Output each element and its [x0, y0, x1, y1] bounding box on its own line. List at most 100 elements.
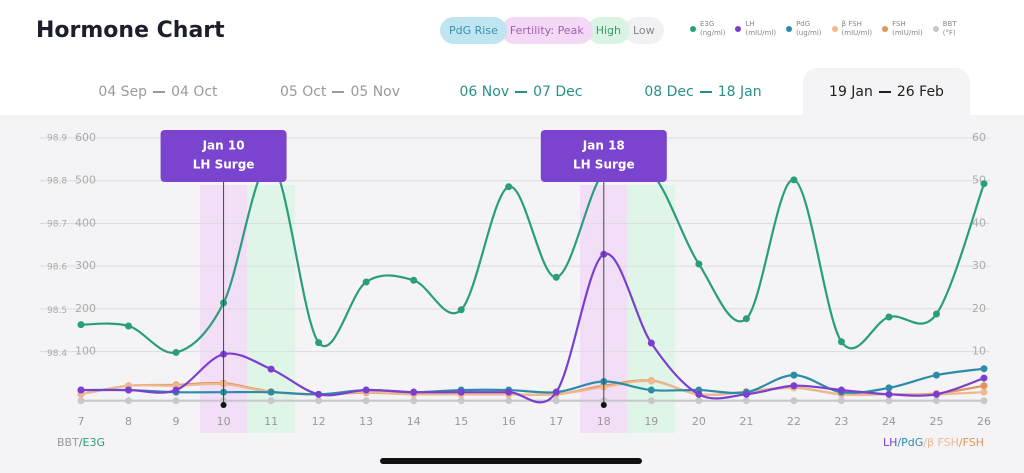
- annotation-date: Jan 18: [582, 139, 625, 153]
- legend-name: β FSH: [841, 20, 862, 28]
- legend-name: LH: [745, 20, 755, 28]
- data-point: [362, 397, 370, 405]
- data-point: [362, 386, 370, 394]
- x-tick-label: 14: [407, 415, 421, 428]
- data-point: [505, 388, 513, 396]
- data-point: [647, 339, 655, 347]
- data-point: [172, 386, 180, 394]
- data-point: [695, 397, 703, 405]
- phase-pill: Low: [623, 17, 664, 44]
- bbt-tick-label: 98.5: [47, 306, 67, 316]
- data-point: [267, 365, 275, 373]
- x-tick-label: 16: [502, 415, 516, 428]
- data-point: [457, 397, 465, 405]
- data-point: [790, 397, 798, 405]
- data-point: [552, 273, 560, 281]
- data-point: [125, 322, 133, 330]
- data-point: [742, 397, 750, 405]
- legend-swatch: [786, 26, 793, 32]
- tab-to: 04 Oct: [171, 83, 218, 100]
- data-point: [837, 397, 845, 405]
- annotation-box: [160, 130, 287, 182]
- y-tick-label: 200: [75, 302, 96, 315]
- x-tick-label: 9: [173, 415, 180, 428]
- axis-label-part: /E3G: [79, 436, 105, 449]
- data-point: [742, 315, 750, 323]
- data-point: [932, 371, 940, 379]
- date-range-tab[interactable]: 06 Nov 07 Dec: [430, 68, 612, 115]
- y-tick-label: 400: [75, 216, 96, 229]
- x-tick-label: 10: [217, 415, 231, 428]
- phase-pill: Fertility: Peak: [500, 17, 593, 44]
- x-tick-label: 12: [312, 415, 326, 428]
- data-point: [885, 397, 893, 405]
- x-tick-label: 25: [929, 415, 943, 428]
- tab-to: 05 Nov: [350, 83, 401, 100]
- axis-label-part: /β FSH: [923, 436, 959, 449]
- series-line: [80, 367, 985, 396]
- legend-item: FSH (mIU/ml): [882, 20, 923, 38]
- data-point: [837, 338, 845, 346]
- x-tick-label: 8: [125, 415, 132, 428]
- data-point: [932, 390, 940, 398]
- data-point: [790, 382, 798, 390]
- x-tick-label: 18: [597, 415, 611, 428]
- data-point: [315, 397, 323, 405]
- legend-text: β FSH (mIU/ml): [842, 20, 873, 38]
- y-tick-label: 600: [75, 131, 96, 144]
- y-tick-label: 100: [75, 345, 96, 358]
- date-range-tab[interactable]: 08 Dec 18 Jan: [612, 68, 794, 115]
- data-point: [932, 310, 940, 318]
- tab-to: 26 Feb: [896, 83, 944, 100]
- legend-item: PdG (ug/ml): [786, 20, 822, 38]
- data-point: [552, 397, 560, 405]
- data-point: [980, 180, 988, 188]
- legend-name: FSH: [892, 20, 906, 28]
- legend-unit: (°F): [942, 29, 956, 37]
- data-point: [505, 397, 513, 405]
- legend-swatch: [690, 26, 696, 32]
- tab-dash: [153, 90, 166, 93]
- x-tick-label: 24: [882, 415, 896, 428]
- tab-dash: [699, 90, 712, 93]
- x-tick-label: 7: [78, 415, 85, 428]
- data-point: [77, 397, 85, 405]
- date-range-tab[interactable]: 05 Oct 05 Nov: [250, 68, 430, 115]
- annotation-text: LH Surge: [193, 158, 255, 172]
- date-range-tab[interactable]: 19 Jan 26 Feb: [803, 68, 970, 115]
- data-point: [362, 278, 370, 286]
- annotation-box: [540, 130, 667, 182]
- phase-pill: PdG Rise: [440, 17, 507, 44]
- data-point: [980, 374, 988, 382]
- x-tick-label: 17: [549, 415, 563, 428]
- data-point: [505, 183, 513, 191]
- y-tick-label: 300: [75, 259, 96, 272]
- x-tick-label: 15: [454, 415, 468, 428]
- data-point: [742, 390, 750, 398]
- bbt-tick-label: 98.9: [47, 134, 67, 144]
- x-tick-label: 19: [644, 415, 658, 428]
- phase-legend: PdG Rise Fertility: Peak High Low: [440, 17, 664, 44]
- legend-item: E3G (ng/ml): [690, 20, 725, 38]
- legend-swatch: [932, 26, 939, 32]
- tab-bar: 04 Sep 04 Oct 05 Oct 05 Nov 06 Nov 07 Dec 08 D…: [0, 68, 1024, 115]
- data-point: [410, 397, 418, 405]
- bbt-tick-label: 98.6: [47, 263, 67, 273]
- annotation-dot: [600, 402, 607, 408]
- date-range-tab[interactable]: 04 Sep 04 Oct: [68, 68, 248, 115]
- axis-label-part: LH: [883, 436, 897, 449]
- legend-text: PdG (ug/ml): [796, 20, 821, 38]
- data-point: [172, 348, 180, 356]
- x-tick-label: 20: [692, 415, 706, 428]
- page-title: Hormone Chart: [36, 18, 225, 43]
- tab-from: 06 Nov: [459, 83, 510, 100]
- bbt-tick-label: 98.7: [47, 220, 67, 230]
- annotation-dot: [220, 402, 227, 408]
- y2-tick-label: 30: [972, 259, 986, 272]
- axis-label-part: /PdG: [897, 436, 923, 449]
- data-point: [77, 386, 85, 394]
- y2-tick-label: 20: [972, 302, 986, 315]
- legend-unit: (ng/ml): [700, 29, 726, 37]
- tab-from: 04 Sep: [98, 83, 148, 100]
- header: Hormone Chart PdG Rise Fertility: Peak Hig…: [0, 0, 1024, 115]
